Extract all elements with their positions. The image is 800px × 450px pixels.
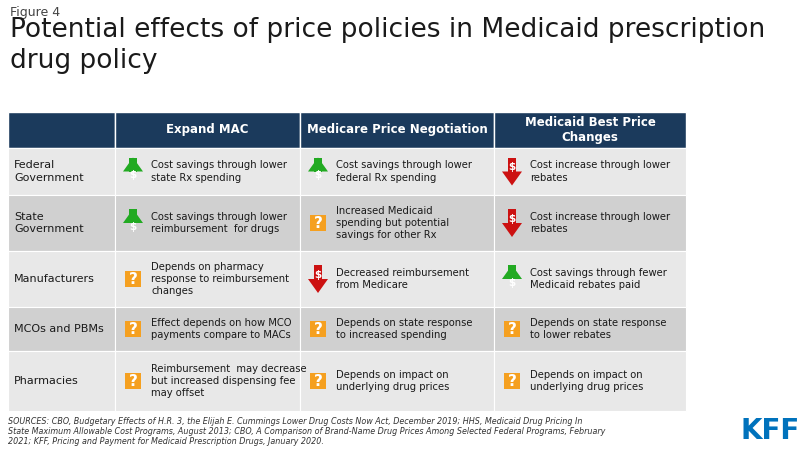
Text: Expand MAC: Expand MAC: [166, 123, 249, 136]
Bar: [494, 112, 686, 148]
Bar: [310, 215, 326, 231]
Text: ?: ?: [314, 216, 322, 230]
Bar: [115, 251, 300, 307]
Text: Cost savings through lower
reimbursement  for drugs: Cost savings through lower reimbursement…: [151, 212, 287, 234]
Text: State Maximum Allowable Cost Programs, August 2013; CBO, A Comparison of Brand-N: State Maximum Allowable Cost Programs, A…: [8, 427, 606, 436]
Bar: [8, 148, 115, 195]
Text: Manufacturers: Manufacturers: [14, 274, 95, 284]
Bar: [300, 112, 494, 148]
Bar: [8, 307, 115, 351]
Bar: [508, 158, 516, 171]
Bar: [314, 265, 322, 279]
Text: ?: ?: [507, 374, 517, 388]
Bar: [300, 351, 494, 411]
Text: Reimbursement  may decrease
but increased dispensing fee
may offset: Reimbursement may decrease but increased…: [151, 364, 306, 398]
Text: Depends on pharmacy
response to reimbursement
changes: Depends on pharmacy response to reimburs…: [151, 261, 289, 297]
Text: Cost savings through lower
federal Rx spending: Cost savings through lower federal Rx sp…: [336, 160, 472, 183]
Text: ?: ?: [129, 271, 138, 287]
Bar: [8, 251, 115, 307]
Bar: [300, 251, 494, 307]
Bar: [508, 265, 516, 279]
Polygon shape: [308, 158, 328, 171]
Text: Depends on impact on
underlying drug prices: Depends on impact on underlying drug pri…: [530, 370, 643, 392]
Text: Figure 4: Figure 4: [10, 6, 60, 19]
Text: $: $: [314, 171, 322, 180]
Text: $: $: [508, 214, 516, 224]
Text: Increased Medicaid
spending but potential
savings for other Rx: Increased Medicaid spending but potentia…: [336, 206, 449, 240]
Bar: [115, 307, 300, 351]
Text: Federal
Government: Federal Government: [14, 160, 84, 183]
Bar: [129, 158, 137, 171]
Text: $: $: [508, 278, 516, 288]
Text: Depends on state response
to increased spending: Depends on state response to increased s…: [336, 318, 473, 340]
Bar: [494, 307, 686, 351]
Bar: [494, 251, 686, 307]
Text: Cost increase through lower
rebates: Cost increase through lower rebates: [530, 212, 670, 234]
Text: ?: ?: [507, 321, 517, 337]
Text: Medicaid Best Price
Changes: Medicaid Best Price Changes: [525, 116, 655, 144]
Bar: [8, 195, 115, 251]
Bar: [300, 195, 494, 251]
Polygon shape: [123, 158, 143, 171]
Bar: [310, 373, 326, 389]
Bar: [508, 209, 516, 223]
Bar: [115, 112, 300, 148]
Bar: [504, 321, 520, 337]
Bar: [494, 351, 686, 411]
Text: Depends on state response
to lower rebates: Depends on state response to lower rebat…: [530, 318, 666, 340]
Text: Potential effects of price policies in Medicaid prescription
drug policy: Potential effects of price policies in M…: [10, 17, 766, 74]
Text: Cost increase through lower
rebates: Cost increase through lower rebates: [530, 160, 670, 183]
Bar: [300, 148, 494, 195]
Text: ?: ?: [129, 321, 138, 337]
Bar: [125, 321, 141, 337]
Bar: [115, 351, 300, 411]
Bar: [314, 158, 322, 171]
Polygon shape: [123, 209, 143, 223]
Text: MCOs and PBMs: MCOs and PBMs: [14, 324, 104, 334]
Text: Cost savings through fewer
Medicaid rebates paid: Cost savings through fewer Medicaid reba…: [530, 268, 667, 290]
Text: Decreased reimbursement
from Medicare: Decreased reimbursement from Medicare: [336, 268, 469, 290]
Polygon shape: [502, 171, 522, 185]
Polygon shape: [308, 279, 328, 293]
Text: ?: ?: [314, 321, 322, 337]
Text: Cost savings through lower
state Rx spending: Cost savings through lower state Rx spen…: [151, 160, 287, 183]
Bar: [494, 195, 686, 251]
Polygon shape: [502, 265, 522, 279]
Bar: [310, 321, 326, 337]
Text: SOURCES: CBO, Budgetary Effects of H.R. 3, the Elijah E. Cummings Lower Drug Cos: SOURCES: CBO, Budgetary Effects of H.R. …: [8, 417, 582, 426]
Text: Pharmacies: Pharmacies: [14, 376, 78, 386]
Bar: [504, 373, 520, 389]
Text: Depends on impact on
underlying drug prices: Depends on impact on underlying drug pri…: [336, 370, 450, 392]
Text: Medicare Price Negotiation: Medicare Price Negotiation: [306, 123, 487, 136]
Bar: [129, 209, 137, 223]
Text: $: $: [130, 222, 137, 232]
Bar: [300, 307, 494, 351]
Bar: [8, 112, 115, 148]
Text: 2021; KFF, Pricing and Payment for Medicaid Prescription Drugs, January 2020.: 2021; KFF, Pricing and Payment for Medic…: [8, 437, 324, 446]
Text: $: $: [508, 162, 516, 172]
Text: KFF: KFF: [740, 417, 800, 445]
Bar: [494, 148, 686, 195]
Bar: [115, 148, 300, 195]
Polygon shape: [502, 223, 522, 237]
Bar: [125, 373, 141, 389]
Bar: [115, 195, 300, 251]
Text: ?: ?: [314, 374, 322, 388]
Bar: [125, 271, 141, 287]
Text: Effect depends on how MCO
payments compare to MACs: Effect depends on how MCO payments compa…: [151, 318, 291, 340]
Text: State
Government: State Government: [14, 212, 84, 234]
Text: ?: ?: [129, 374, 138, 388]
Bar: [8, 351, 115, 411]
Text: $: $: [314, 270, 322, 280]
Text: $: $: [130, 171, 137, 180]
